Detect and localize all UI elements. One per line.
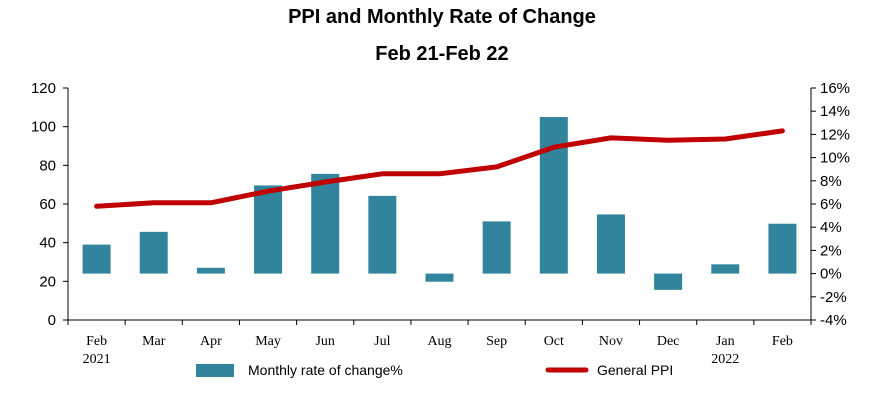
x-tick-sublabel: 2022 xyxy=(711,352,739,367)
bar-feb-0 xyxy=(82,244,111,274)
general-ppi-point xyxy=(724,138,726,140)
general-ppi-point xyxy=(553,146,555,148)
x-tick-label: Apr xyxy=(200,334,222,349)
left-axis-tick-label: 100 xyxy=(31,119,56,136)
chart-subtitle: Feb 21-Feb 22 xyxy=(375,43,509,65)
x-tick-label: Mar xyxy=(142,334,166,349)
general-ppi-point xyxy=(210,202,212,204)
x-tick-label: Jun xyxy=(315,334,334,349)
bar-jun-4 xyxy=(311,173,340,274)
right-axis-tick-label: 10% xyxy=(820,150,850,167)
bar-sep-7 xyxy=(482,221,511,274)
general-ppi-point xyxy=(267,190,269,192)
right-axis-tick-label: 14% xyxy=(820,103,850,120)
x-tick-label: Oct xyxy=(544,334,564,349)
general-ppi-line xyxy=(94,128,785,209)
x-tick-label: Sep xyxy=(486,334,507,349)
x-tick-sublabel: 2021 xyxy=(83,352,111,367)
bar-feb-12 xyxy=(768,223,797,274)
legend-line-label: General PPI xyxy=(597,362,673,378)
x-tick-label: Nov xyxy=(599,334,623,349)
x-tick-label: Feb xyxy=(86,334,107,349)
general-ppi-point xyxy=(153,202,155,204)
right-axis-tick-label: 2% xyxy=(820,242,842,259)
left-axis-tick-label: 40 xyxy=(39,235,56,252)
general-ppi-point xyxy=(324,181,326,183)
bar-dec-10 xyxy=(654,273,683,290)
x-tick-label: Jul xyxy=(374,334,390,349)
chart-title: PPI and Monthly Rate of Change xyxy=(288,6,596,28)
left-axis-tick-label: 60 xyxy=(39,196,56,213)
legend-bar-swatch xyxy=(196,364,234,377)
left-axis-tick-label: 20 xyxy=(39,273,56,290)
right-axis-tick-label: 12% xyxy=(820,126,850,143)
general-ppi-point xyxy=(96,205,98,207)
right-axis-tick-label: -2% xyxy=(820,289,847,306)
x-tick-label: Dec xyxy=(657,334,680,349)
right-axis-tick-label: 0% xyxy=(820,266,842,283)
x-tick-label: Aug xyxy=(427,334,451,349)
x-tick-label: Jan xyxy=(716,334,735,349)
general-ppi-point xyxy=(496,166,498,168)
x-tick-label: Feb xyxy=(772,334,793,349)
bar-nov-9 xyxy=(596,214,625,274)
right-axis-tick-label: 16% xyxy=(820,80,850,97)
left-axis-tick-label: 80 xyxy=(39,157,56,174)
general-ppi-point xyxy=(381,173,383,175)
right-axis-tick-label: 6% xyxy=(820,196,842,213)
x-tick-label: May xyxy=(255,334,281,349)
bar-jul-5 xyxy=(368,195,397,274)
general-ppi-point xyxy=(667,139,669,141)
right-axis-tick-label: 4% xyxy=(820,219,842,236)
bar-may-3 xyxy=(254,185,283,274)
left-axis-tick-label: 0 xyxy=(48,312,56,329)
bar-oct-8 xyxy=(539,117,568,274)
left-axis-tick-label: 120 xyxy=(31,80,56,97)
general-ppi-point xyxy=(781,130,783,132)
bar-mar-1 xyxy=(139,231,168,274)
bar-aug-6 xyxy=(425,273,454,282)
general-ppi-point xyxy=(610,137,612,139)
right-axis-tick-label: -4% xyxy=(820,312,847,329)
general-ppi-point xyxy=(439,173,440,175)
legend-bar-label: Monthly rate of change% xyxy=(248,362,403,378)
right-axis-tick-label: 8% xyxy=(820,173,842,190)
bar-jan-11 xyxy=(711,264,740,274)
bar-apr-2 xyxy=(196,267,225,274)
